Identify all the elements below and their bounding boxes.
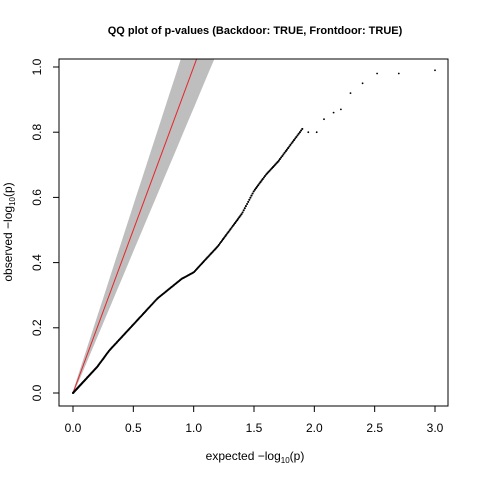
qq-point: [227, 230, 230, 233]
x-tick-label: 3.0: [427, 421, 444, 435]
qq-point: [282, 153, 285, 156]
qq-points: [71, 69, 436, 395]
qq-point: [301, 127, 304, 130]
qq-point: [252, 190, 255, 193]
plot-frame: [58, 58, 449, 407]
qq-point: [292, 139, 296, 142]
qq-tail-point: [323, 118, 325, 121]
qq-point: [289, 143, 292, 146]
qq-point: [217, 243, 220, 246]
qq-point: [294, 137, 297, 140]
qq-point: [238, 216, 241, 219]
y-axis-label: observed −log10(p): [1, 182, 17, 281]
qq-point: [296, 134, 299, 137]
qq-point: [262, 176, 265, 179]
qq-tail-point: [361, 82, 364, 85]
qq-tail-point: [315, 131, 318, 134]
y-tick-label: 0.8: [30, 124, 44, 141]
qq-point: [263, 174, 267, 178]
qq-point: [278, 158, 281, 161]
x-tick-label: 0.5: [125, 421, 142, 435]
qq-point: [240, 213, 243, 216]
qq-point: [298, 131, 301, 134]
qq-point: [221, 239, 224, 242]
confidence-band: [73, 59, 215, 393]
qq-point: [253, 188, 256, 191]
qq-point: [251, 192, 254, 195]
y-tick-label: 0.2: [30, 319, 44, 336]
qq-point: [281, 154, 284, 158]
qq-tail-point: [397, 72, 400, 75]
y-tick-label: 0.4: [30, 254, 44, 271]
qq-point: [225, 233, 228, 236]
qq-point: [291, 140, 294, 143]
x-tick-label: 1.0: [185, 421, 202, 435]
qq-point: [247, 200, 250, 203]
qq-point: [237, 217, 240, 220]
x-tick-label: 2.5: [366, 421, 383, 435]
qq-point: [260, 179, 263, 182]
qq-point: [287, 147, 290, 150]
confidence-band-layer: [73, 59, 215, 393]
qq-tail-point: [332, 111, 335, 114]
qq-point: [223, 236, 226, 239]
qq-point: [248, 198, 251, 201]
qq-point: [259, 181, 262, 184]
qq-point: [284, 150, 287, 153]
qq-point: [229, 227, 232, 231]
qq-point: [290, 142, 293, 145]
qq-point: [250, 194, 253, 197]
y-axis: 0.0 0.2 0.4 0.6 0.8 1.0: [30, 58, 59, 401]
qq-tail-point: [376, 72, 378, 75]
qq-point: [300, 129, 303, 132]
qq-point: [277, 159, 280, 162]
qq-point: [258, 182, 261, 185]
qq-point: [230, 226, 233, 229]
points-layer: [71, 69, 436, 395]
qq-point: [257, 184, 260, 187]
qq-point: [242, 209, 245, 212]
qq-point: [233, 222, 237, 225]
qq-point: [239, 214, 242, 217]
qq-point: [285, 148, 288, 151]
qq-point: [256, 185, 259, 188]
x-axis-label: expected −log10(p): [206, 449, 305, 465]
qq-point: [276, 161, 279, 164]
qq-point: [283, 151, 286, 154]
y-tick-label: 1.0: [30, 58, 44, 75]
qq-point: [246, 202, 249, 206]
reference-line-layer: [72, 59, 198, 394]
qq-point: [254, 187, 258, 190]
x-tick-label: 2.0: [306, 421, 323, 435]
qq-point: [243, 207, 246, 210]
chart-title: QQ plot of p-values (Backdoor: TRUE, Fro…: [108, 25, 403, 37]
x-tick-label: 0.0: [65, 421, 82, 435]
qq-point: [236, 219, 239, 222]
qq-point: [297, 132, 300, 135]
qq-point: [261, 178, 264, 181]
qq-tail-point: [349, 92, 352, 94]
qq-point: [241, 211, 244, 214]
qq-point: [249, 196, 252, 199]
y-tick-label: 0.0: [30, 384, 44, 401]
qq-point: [232, 223, 235, 226]
qq-point: [288, 145, 291, 148]
qq-tail-point: [340, 108, 342, 111]
qq-point: [280, 156, 283, 159]
y-tick-label: 0.6: [30, 189, 44, 206]
qq-tail-point: [307, 131, 310, 134]
qq-tail-point: [434, 69, 436, 72]
x-axis: 0.0 0.5 1.0 1.5 2.0 2.5 3.0: [65, 406, 444, 435]
qq-point: [295, 135, 298, 139]
reference-line: [72, 59, 198, 394]
qq-point: [244, 205, 247, 208]
x-tick-label: 1.5: [246, 421, 263, 435]
